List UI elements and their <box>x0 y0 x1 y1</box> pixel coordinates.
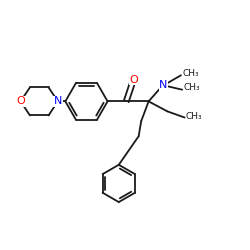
Text: CH₃: CH₃ <box>182 69 199 78</box>
Text: N: N <box>159 80 168 90</box>
Text: O: O <box>129 75 138 85</box>
Text: CH₃: CH₃ <box>186 112 202 121</box>
Text: O: O <box>16 96 25 106</box>
Text: CH₃: CH₃ <box>184 83 200 92</box>
Text: N: N <box>54 96 62 106</box>
